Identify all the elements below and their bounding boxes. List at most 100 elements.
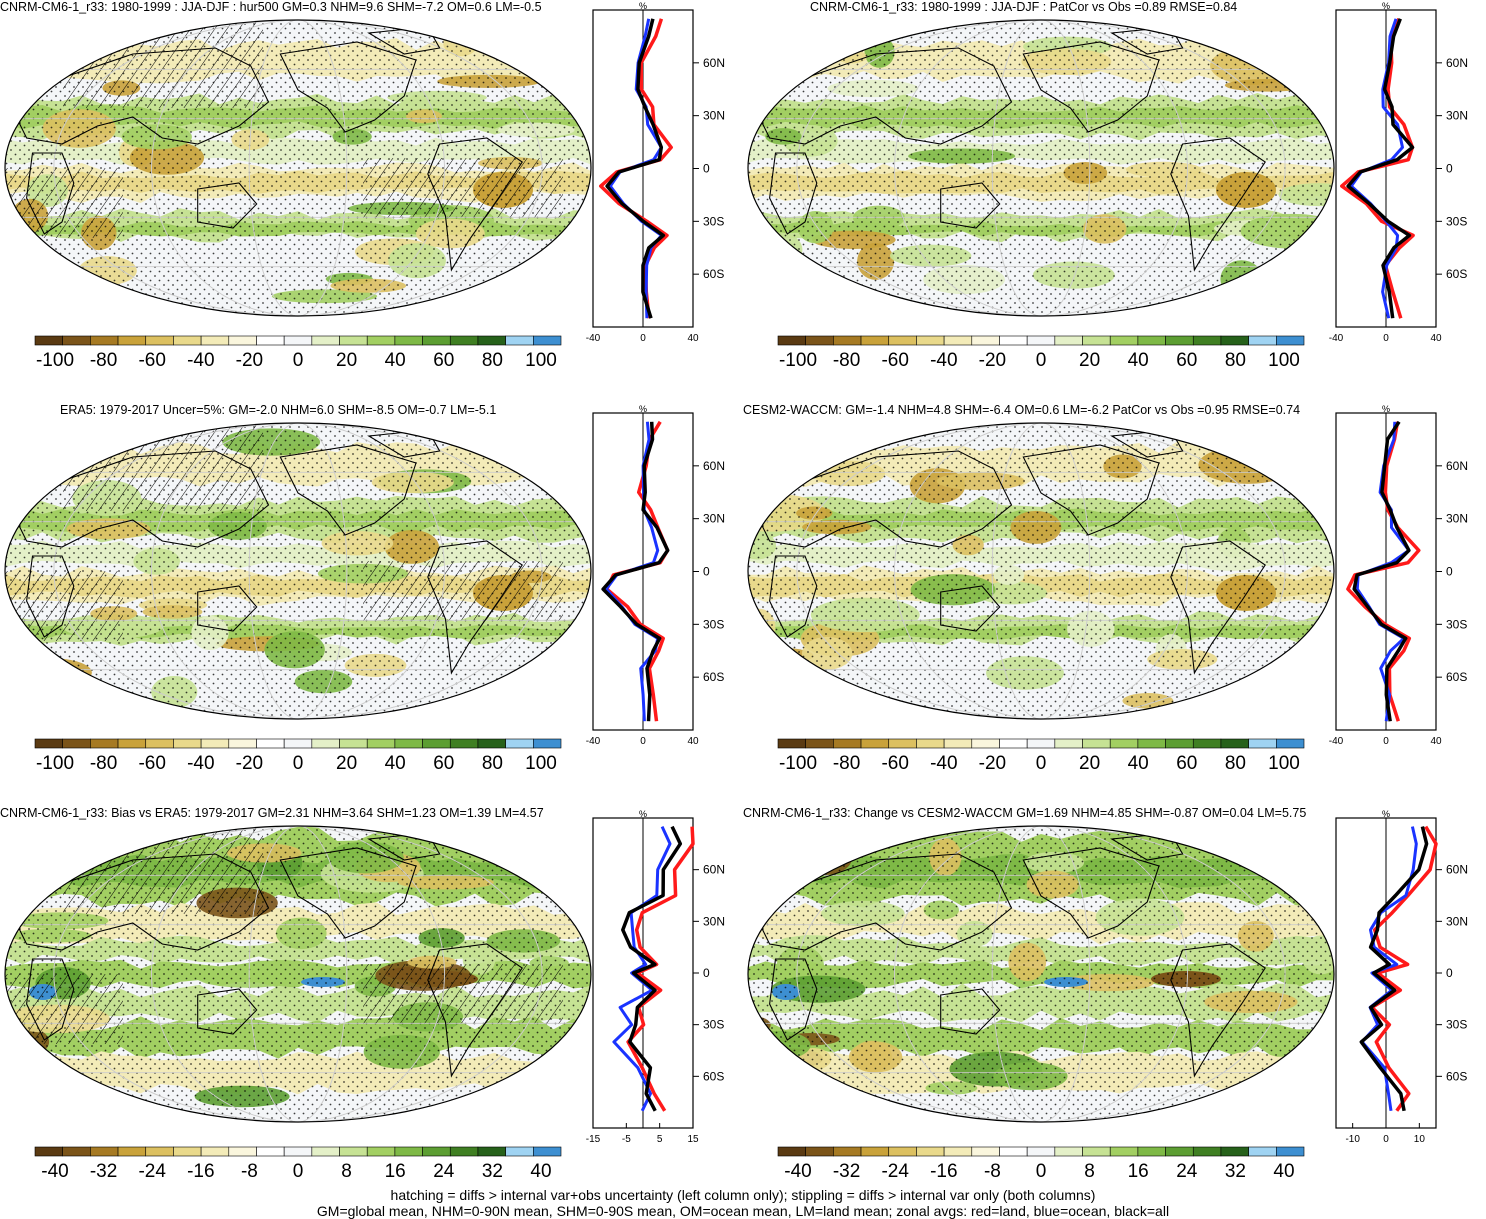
- colorbar-swatch: [1220, 738, 1249, 749]
- zonal-unit-label: %: [1382, 2, 1390, 11]
- colorbar-label: -16: [187, 1161, 215, 1182]
- colorbar-label: 40: [530, 1161, 552, 1182]
- world-map: [4, 19, 592, 317]
- colorbar-swatch: [1192, 1146, 1222, 1157]
- colorbar-swatch: [1054, 1146, 1083, 1157]
- colorbar-label: 100: [525, 350, 557, 371]
- colorbar-swatch: [833, 335, 862, 346]
- zonal-all-line: [601, 421, 670, 722]
- colorbar-swatch: [1109, 335, 1139, 346]
- colorbar-label: -80: [832, 753, 861, 774]
- colorbar-swatch: [1276, 1146, 1305, 1157]
- colorbar-swatch: [34, 335, 63, 346]
- colorbar-labels: -100 -80 -60 -40 -20 0 20 40 60 80 100: [778, 350, 1304, 374]
- colorbar-swatch: [1137, 738, 1166, 749]
- panel-era5: ERA5: 1979-2017 Uncer=5%: GM=-2.0 NHM=6.…: [0, 403, 743, 803]
- colorbar-labels: -100 -80 -60 -40 -20 0 20 40 60 80 100: [35, 350, 561, 374]
- zonal-unit-label: %: [639, 405, 647, 414]
- colorbar-label: 32: [481, 1161, 503, 1182]
- colorbar-label: -24: [138, 1161, 166, 1182]
- colorbar-label: 20: [336, 753, 358, 774]
- colorbar-swatch: [805, 335, 834, 346]
- colorbar-label: -100: [778, 350, 818, 371]
- colorbar-swatch: [477, 1146, 506, 1157]
- colorbar-swatch: [1026, 335, 1056, 346]
- colorbar-swatch: [999, 335, 1028, 346]
- colorbar-swatch: [173, 335, 202, 346]
- colorbar-swatch: [366, 1146, 396, 1157]
- colorbar-label: 0: [292, 753, 304, 774]
- colorbar-swatch: [256, 335, 285, 346]
- zonal-mean-profile: % 60N 30N 0 30S 60S -40 0 40: [586, 2, 725, 344]
- zonal-x-tick-label: -15: [586, 1134, 601, 1145]
- zonal-mean-profile: % 60N 30N 0 30S 60S -40 0 40: [1329, 405, 1468, 747]
- colorbar-label: -60: [138, 350, 166, 371]
- colorbar-swatch: [1082, 335, 1111, 346]
- colorbar-label: 60: [1176, 753, 1198, 774]
- colorbar-swatch: [777, 1146, 806, 1157]
- colorbar-label: -40: [187, 753, 215, 774]
- colorbar-swatch: [1109, 738, 1139, 749]
- colorbar-label: -40: [41, 1161, 69, 1182]
- colorbar-swatch: [1220, 1146, 1249, 1157]
- zonal-x-tick-label: -10: [1345, 1134, 1360, 1145]
- colorbar-swatch: [117, 738, 147, 749]
- lat-tick-label: 60S: [703, 670, 724, 684]
- colorbar-swatch: [805, 738, 834, 749]
- colorbar-label: 0: [292, 1161, 304, 1182]
- colorbar-swatch: [860, 1146, 890, 1157]
- colorbar-label: 0: [1035, 350, 1047, 371]
- zonal-x-tick-label: 40: [687, 736, 699, 747]
- lat-tick-label: 0: [703, 565, 710, 579]
- colorbar-swatch: [833, 1146, 862, 1157]
- colorbar-swatch: [117, 335, 147, 346]
- world-map: [4, 422, 592, 720]
- colorbar-label: -20: [235, 350, 264, 371]
- colorbar-label: -32: [89, 1161, 118, 1182]
- colorbar-label: -60: [881, 350, 909, 371]
- colorbar-swatch: [311, 738, 340, 749]
- colorbar-label: -80: [832, 350, 861, 371]
- panel-hur500-model: CNRM-CM6-1_r33: 1980-1999 : JJA-DJF : hu…: [0, 0, 743, 400]
- colorbar-swatch: [860, 335, 890, 346]
- footer-line-1: hatching = diffs > internal var+obs unce…: [390, 1187, 1096, 1203]
- colorbar-label: -100: [778, 753, 818, 774]
- colorbar-swatch: [777, 738, 806, 749]
- colorbar-label: -40: [930, 753, 958, 774]
- zonal-x-tick-label: 0: [640, 333, 646, 344]
- colorbar-swatch: [888, 738, 917, 749]
- colorbar-swatch: [366, 335, 396, 346]
- zonal-land-line: [1346, 421, 1421, 722]
- colorbar-swatch: [449, 738, 479, 749]
- colorbar-label: 24: [433, 1161, 455, 1182]
- zonal-land-line: [1370, 825, 1438, 1112]
- panel-cesm2-waccm: CESM2-WACCM: GM=-1.4 NHM=4.8 SHM=-6.4 OM…: [743, 403, 1486, 803]
- lat-tick-label: 60S: [1446, 267, 1467, 281]
- panel-title: CNRM-CM6-1_r33: 1980-1999 : JJA-DJF : Pa…: [810, 0, 1238, 14]
- colorbar-swatch: [394, 335, 423, 346]
- colorbar-swatch: [145, 335, 174, 346]
- colorbar-swatch: [971, 738, 1000, 749]
- lat-tick-label: 30S: [1446, 617, 1467, 631]
- colorbar-swatch: [200, 1146, 230, 1157]
- colorbar: [34, 335, 562, 346]
- colorbar-swatch: [62, 335, 91, 346]
- colorbar-swatch: [228, 738, 257, 749]
- colorbar-swatch: [1192, 738, 1222, 749]
- colorbar-swatch: [90, 335, 119, 346]
- panel-title: ERA5: 1979-2017 Uncer=5%: GM=-2.0 NHM=6.…: [60, 403, 497, 417]
- colorbar-swatch: [533, 1146, 562, 1157]
- colorbar-label: 60: [433, 753, 455, 774]
- colorbar-label: -80: [89, 753, 118, 774]
- colorbar-label: 40: [1273, 1161, 1295, 1182]
- colorbar-swatch: [1054, 738, 1083, 749]
- colorbar-label: 40: [384, 350, 406, 371]
- lat-tick-label: 60N: [703, 459, 725, 473]
- lat-tick-label: 0: [1446, 162, 1453, 176]
- colorbar-swatch: [505, 1146, 534, 1157]
- colorbar-label: 80: [481, 753, 503, 774]
- colorbar-swatch: [1248, 335, 1277, 346]
- colorbar-swatch: [173, 738, 202, 749]
- colorbar-swatch: [505, 335, 534, 346]
- colorbar: [777, 1146, 1305, 1157]
